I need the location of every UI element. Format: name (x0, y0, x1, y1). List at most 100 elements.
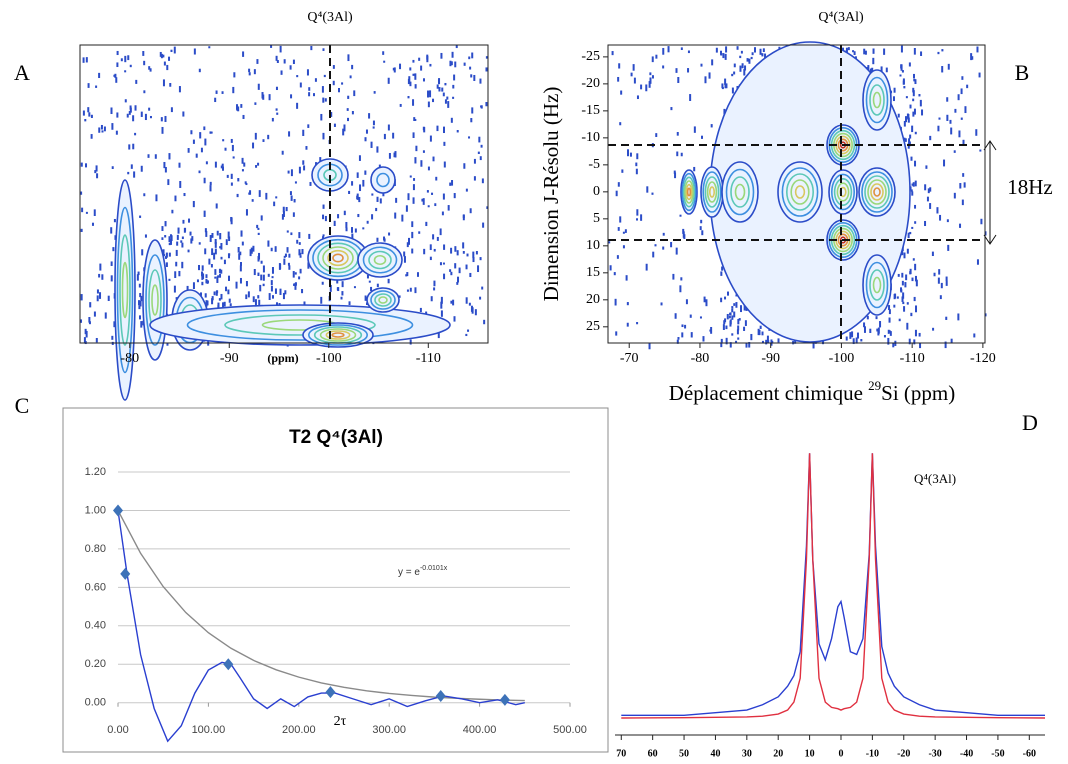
contour-noise (722, 53, 725, 59)
contour-noise (762, 48, 765, 52)
contour-noise (124, 99, 127, 103)
contour-noise (302, 129, 305, 136)
contour-noise (142, 51, 145, 56)
contour-noise (466, 253, 469, 257)
contour-noise (699, 316, 702, 319)
contour-noise (284, 253, 287, 257)
contour-noise (167, 179, 170, 186)
contour-noise (213, 252, 216, 260)
contour-noise (440, 296, 443, 304)
contour-noise (765, 339, 768, 345)
contour-noise (889, 331, 892, 336)
contour-noise (450, 247, 453, 254)
contour-noise (468, 56, 471, 60)
contour-noise (238, 253, 241, 260)
x-tick-label: -100 (316, 351, 342, 366)
contour-noise (924, 220, 927, 227)
contour-noise (976, 46, 979, 53)
contour-noise (648, 81, 651, 88)
contour-noise (346, 108, 349, 111)
contour-noise (744, 320, 747, 326)
contour-noise (298, 232, 301, 239)
contour-noise (946, 114, 949, 121)
contour-noise (409, 287, 412, 292)
contour-noise (418, 57, 421, 61)
contour-noise (199, 132, 202, 139)
contour-noise (957, 94, 960, 101)
contour-noise (271, 276, 274, 279)
contour-noise (735, 302, 738, 308)
contour-noise (625, 275, 628, 281)
contour (869, 269, 885, 301)
contour-noise (405, 274, 408, 277)
contour-noise (900, 287, 903, 292)
contour-noise (305, 146, 308, 150)
contour-noise (255, 165, 258, 168)
contour-noise (905, 116, 908, 123)
contour-noise (220, 256, 223, 260)
contour-noise (406, 289, 409, 292)
y-tick-label: 0 (593, 184, 600, 199)
equation-exponent: -0.0101x (420, 565, 448, 572)
contour-noise (636, 95, 639, 100)
contour-noise (116, 112, 119, 118)
contour-noise (853, 51, 856, 56)
contour-noise (211, 232, 214, 238)
contour-noise (911, 191, 914, 196)
contour-noise (208, 46, 211, 49)
contour-noise (298, 249, 301, 256)
contour-noise (392, 67, 395, 71)
contour (702, 171, 722, 213)
contour-noise (909, 268, 912, 275)
contour-noise (89, 302, 92, 308)
contour-noise (111, 335, 114, 340)
contour-noise (685, 299, 688, 305)
contour-noise (370, 286, 373, 292)
contour-noise (947, 63, 950, 70)
x-tick-label: 70 (616, 748, 626, 759)
contour-noise (163, 254, 166, 257)
contour-noise (426, 54, 429, 60)
contour-noise (909, 134, 912, 139)
contour-noise (205, 278, 208, 284)
contour-noise (366, 274, 369, 279)
contour-noise (256, 224, 259, 229)
contour-noise (856, 332, 859, 339)
contour-noise (80, 319, 83, 323)
contour-noise (321, 281, 324, 285)
contour-noise (248, 72, 251, 76)
y-tick-label: -20 (581, 76, 600, 91)
contour-noise (258, 190, 261, 197)
contour-noise (353, 90, 356, 97)
contour-noise (731, 308, 734, 313)
contour-noise (345, 227, 348, 232)
contour-noise (676, 131, 679, 136)
contour-noise (270, 285, 273, 292)
x-tick-label: 0 (838, 748, 843, 759)
contour-noise (675, 247, 678, 255)
contour-noise (209, 181, 212, 186)
contour-noise (683, 234, 686, 239)
contour-noise (187, 249, 190, 253)
contour-noise (852, 50, 855, 53)
contour-noise (257, 295, 260, 299)
contour-noise (196, 279, 199, 283)
contour-noise (918, 332, 921, 337)
marker (120, 567, 131, 580)
contour-noise (163, 61, 166, 66)
contour-noise (275, 302, 278, 306)
contour-noise (285, 206, 288, 212)
contour-noise (370, 141, 373, 148)
contour-noise (324, 215, 327, 222)
contour-noise (218, 298, 221, 301)
contour-noise (290, 232, 293, 236)
contour-noise (191, 236, 194, 241)
plot-frame (607, 44, 986, 344)
contour-noise (270, 247, 273, 252)
contour-noise (192, 282, 195, 289)
contour-noise (282, 292, 285, 300)
contour-noise (230, 173, 233, 179)
contour-noise (748, 342, 751, 348)
contour-noise (469, 66, 472, 70)
contour-noise (903, 306, 906, 312)
